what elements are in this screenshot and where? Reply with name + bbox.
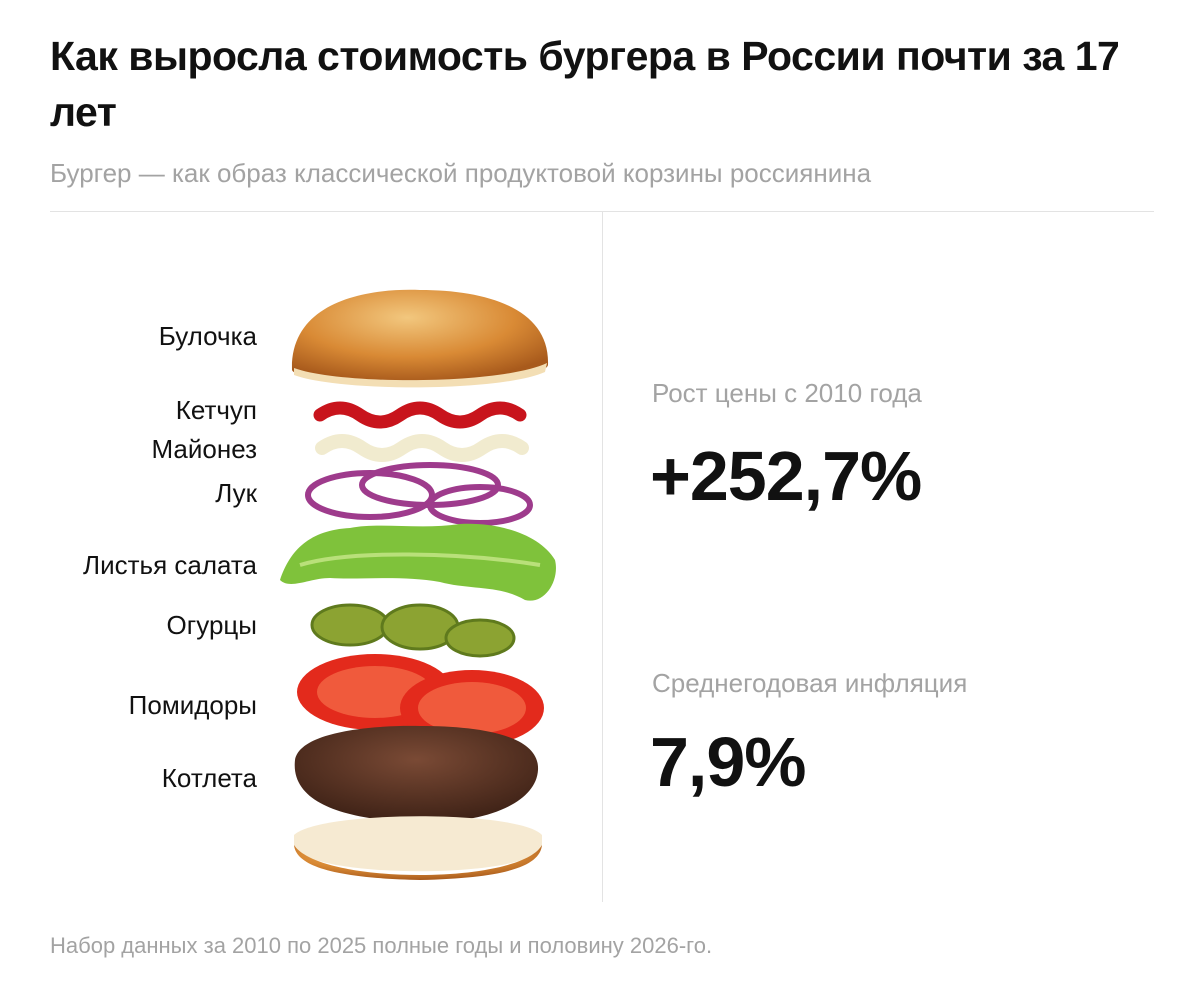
burger-illustration <box>280 289 556 880</box>
title: Как выросла стоимость бургера в России п… <box>50 33 1120 135</box>
ingredient-label: Котлета <box>161 763 257 793</box>
divider <box>602 212 603 902</box>
divider <box>50 211 1154 212</box>
subtitle: Бургер — как образ классической продукто… <box>50 158 872 188</box>
ingredient-label: Огурцы <box>166 610 257 640</box>
ingredient-label: Лук <box>215 478 257 508</box>
stat-value: +252,7% <box>650 437 922 515</box>
ingredient-label: Помидоры <box>128 690 257 720</box>
ingredient-label: Майонез <box>151 434 257 464</box>
ingredient-label: Кетчуп <box>175 395 257 425</box>
ingredient-label: Листья салата <box>83 550 257 580</box>
stat-label: Среднегодовая инфляция <box>652 668 968 698</box>
ingredient-label: Булочка <box>158 321 257 351</box>
footnote: Набор данных за 2010 по 2025 полные годы… <box>50 933 713 958</box>
stat-value: 7,9% <box>650 723 807 801</box>
stat-label: Рост цены с 2010 года <box>652 378 922 408</box>
